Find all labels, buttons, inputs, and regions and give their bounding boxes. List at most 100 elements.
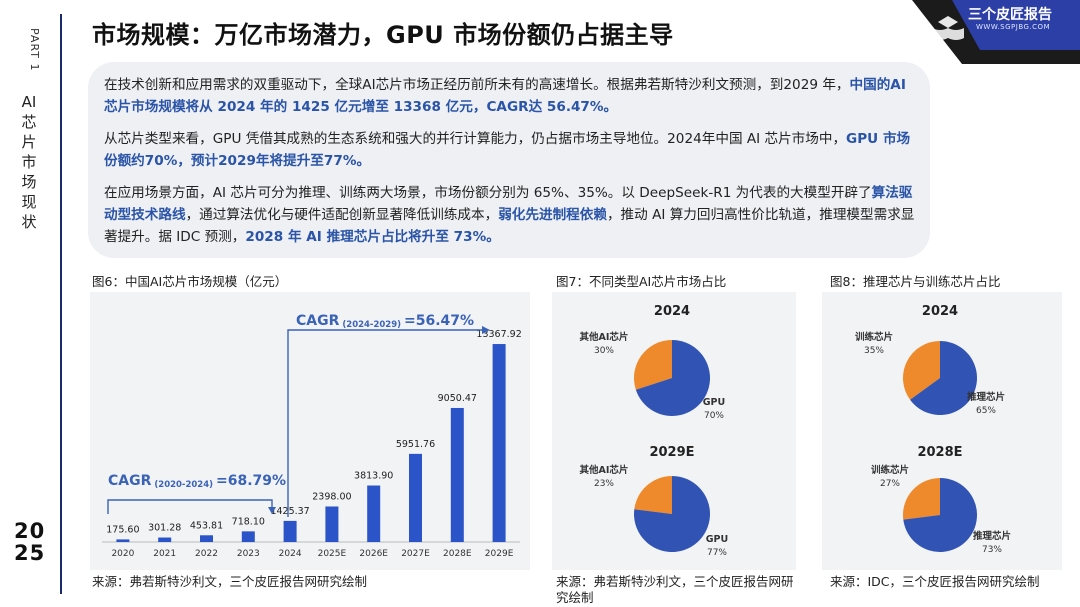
pie-label: GPU [703, 397, 725, 408]
pie-label: 训练芯片 [855, 331, 893, 343]
pie-slice-训练芯片 [903, 341, 940, 400]
logo-domain: WWW.SGPJBG.COM [976, 23, 1051, 31]
book-icon [932, 16, 964, 40]
pie-slice-GPU [634, 476, 710, 552]
bar-2021 [158, 537, 172, 542]
fig6-panel: 175.60 2020 301.28 2021 453.81 2022 718.10 2023… [90, 292, 530, 570]
pie-pct: 77% [707, 548, 727, 558]
bar-value-label: 453.81 [190, 520, 223, 531]
intro-text: ，通过算法优化与硬件适配创新显著降低训练成本， [185, 207, 499, 223]
pie-pct: 30% [594, 346, 614, 356]
sidebar: PART 1 AI芯片市场现状 20 25 [0, 0, 62, 607]
pie-title: 2028E [917, 445, 962, 460]
pie-pct: 35% [864, 346, 884, 356]
bar-2029E [492, 344, 506, 542]
logo-name: 三个皮匠报告 [968, 7, 1052, 23]
pie-slice-推理芯片 [910, 341, 977, 415]
pie-title: 2024 [654, 304, 690, 319]
bar-2028E [450, 407, 464, 542]
pie-label: GPU [706, 534, 728, 545]
bar-value-label: 13367.92 [476, 329, 521, 340]
intro-paragraph-1: 在技术创新和应用需求的双重驱动下，全球AI芯片市场正经历前所未有的高速增长。根据… [104, 74, 916, 118]
intro-highlight: 算法驱动型技术路线 [104, 185, 913, 223]
intro-highlight: 弱化先进制程依赖 [498, 207, 607, 223]
pie-slice-其他AI芯片 [634, 340, 672, 390]
cagr-2-label: CAGR (2024-2029) =56.47% [296, 313, 474, 330]
year-bottom: 25 [14, 541, 46, 565]
bar-2020 [116, 539, 130, 542]
pie-slice-其他AI芯片 [634, 476, 672, 514]
cagr-arrow-2-head [482, 326, 490, 334]
pie-chart-group-fig8: 2024 训练芯片 35% 推理芯片 65% 2028E 训练芯片 27% 推理芯片 73% [855, 304, 1011, 555]
fig6-source: 来源：弗若斯特沙利文，三个皮匠报告网研究绘制 [92, 574, 368, 589]
intro-paragraph-3: 在应用场景方面，AI 芯片可分为推理、训练两大场景，市场份额分别为 65%、35… [104, 182, 916, 248]
pie-chart-2024: 2024 其他AI芯片 30% GPU 70% [580, 304, 726, 421]
bar-2024 [283, 520, 297, 542]
year-label: 20 25 [14, 520, 44, 564]
cagr-1-label: CAGR (2020-2024) =68.79% [108, 473, 286, 490]
year-top: 20 [14, 519, 46, 543]
bar-value-label: 175.60 [106, 524, 139, 535]
pie-pct: 73% [982, 545, 1002, 555]
fig7-source: 来源：弗若斯特沙利文，三个皮匠报告网研究绘制 [556, 574, 794, 605]
x-tick-label: 2027E [401, 549, 430, 559]
pie-slice-GPU [635, 340, 710, 416]
x-tick-label: 2022 [195, 549, 218, 559]
bar-value-label: 718.10 [232, 516, 265, 527]
brand-logo: 三个皮匠报告 WWW.SGPJBG.COM [902, 0, 1080, 64]
bar-value-label: 5951.76 [396, 439, 435, 450]
bar-value-label: 2398.00 [312, 491, 351, 502]
fig8-source: 来源：IDC，三个皮匠报告网研究绘制 [830, 574, 1040, 589]
x-tick-label: 2025E [318, 549, 347, 559]
intro-text: ，推动 AI 算力回归高性价比轨道，推理模型需求显著提升。据 IDC 预测， [104, 207, 915, 245]
pie-pct: 70% [704, 411, 724, 421]
section-title: AI芯片市场现状 [21, 93, 37, 231]
bar-2026E [367, 485, 381, 542]
bar-chart: 175.60 2020 301.28 2021 453.81 2022 718.10 2023… [102, 313, 522, 559]
x-tick-label: 2029E [485, 549, 514, 559]
pie-pct: 65% [976, 406, 996, 416]
intro-box: 在技术创新和应用需求的双重驱动下，全球AI芯片市场正经历前所未有的高速增长。根据… [88, 62, 930, 258]
pie-label: 推理芯片 [973, 530, 1011, 542]
fig7-caption: 图7：不同类型AI芯片市场占比 [556, 274, 727, 289]
fig8-caption: 图8：推理芯片与训练芯片占比 [830, 274, 1001, 289]
sidebar-divider [60, 14, 62, 594]
x-tick-label: 2020 [111, 549, 134, 559]
x-tick-label: 2026E [359, 549, 388, 559]
fig8-panel: 2024 训练芯片 35% 推理芯片 65% 2028E 训练芯片 27% 推理芯片 73% [822, 292, 1062, 570]
pie-title: 2029E [649, 445, 694, 460]
pie-label: 其他AI芯片 [580, 464, 629, 476]
bar-value-label: 3813.90 [354, 471, 393, 482]
bar-2023 [241, 531, 255, 542]
intro-text: 在应用场景方面，AI 芯片可分为推理、训练两大场景，市场份额分别为 65%、35… [104, 185, 872, 201]
x-tick-label: 2021 [153, 549, 176, 559]
page-title: 市场规模：万亿市场潜力，GPU 市场份额仍占据主导 [92, 21, 674, 49]
bar-value-label: 9050.47 [438, 393, 477, 404]
logo-shape [912, 0, 1080, 64]
fig6-caption: 图6：中国AI芯片市场规模（亿元） [92, 274, 288, 289]
bar-value-label: 1425.37 [270, 506, 309, 517]
bar-value-label: 301.28 [148, 523, 181, 534]
pie-label: 其他AI芯片 [580, 331, 629, 343]
intro-highlight: 2028 年 AI 推理芯片占比将升至 73%。 [245, 229, 500, 245]
part-label: PART 1 [28, 28, 41, 72]
intro-text: 从芯片类型来看，GPU 凭借其成熟的生态系统和强大的并行计算能力，仍占据市场主导… [104, 131, 847, 147]
bar-2027E [409, 453, 422, 542]
pie-title: 2024 [922, 304, 958, 319]
pie-label: 训练芯片 [871, 464, 909, 476]
x-tick-label: 2024 [279, 549, 302, 559]
pie-chart-group-fig7: 2024 其他AI芯片 30% GPU 70% 2029E 其他AI芯片 23% GPU 77% [580, 304, 729, 558]
pie-chart-2028E: 2028E 训练芯片 27% 推理芯片 73% [871, 445, 1011, 555]
pie-slice-推理芯片 [903, 478, 977, 552]
intro-paragraph-2: 从芯片类型来看，GPU 凭借其成熟的生态系统和强大的并行计算能力，仍占据市场主导… [104, 128, 916, 172]
intro-highlight: 中国的AI芯片市场规模将从 2024 年的 1425 亿元增至 13368 亿元… [104, 77, 906, 115]
intro-highlight: GPU 市场份额约70%，预计2029年将提升至77%。 [104, 131, 911, 169]
intro-text: 在技术创新和应用需求的双重驱动下，全球AI芯片市场正经历前所未有的高速增长。根据… [104, 77, 850, 93]
cagr-arrow-1-head [268, 507, 276, 514]
pie-slice-训练芯片 [903, 478, 940, 520]
x-tick-label: 2028E [443, 549, 472, 559]
x-tick-label: 2023 [237, 549, 260, 559]
pie-chart-2029E: 2029E 其他AI芯片 23% GPU 77% [580, 445, 729, 558]
pie-pct: 27% [880, 479, 900, 489]
pie-chart-2024: 2024 训练芯片 35% 推理芯片 65% [855, 304, 1005, 416]
